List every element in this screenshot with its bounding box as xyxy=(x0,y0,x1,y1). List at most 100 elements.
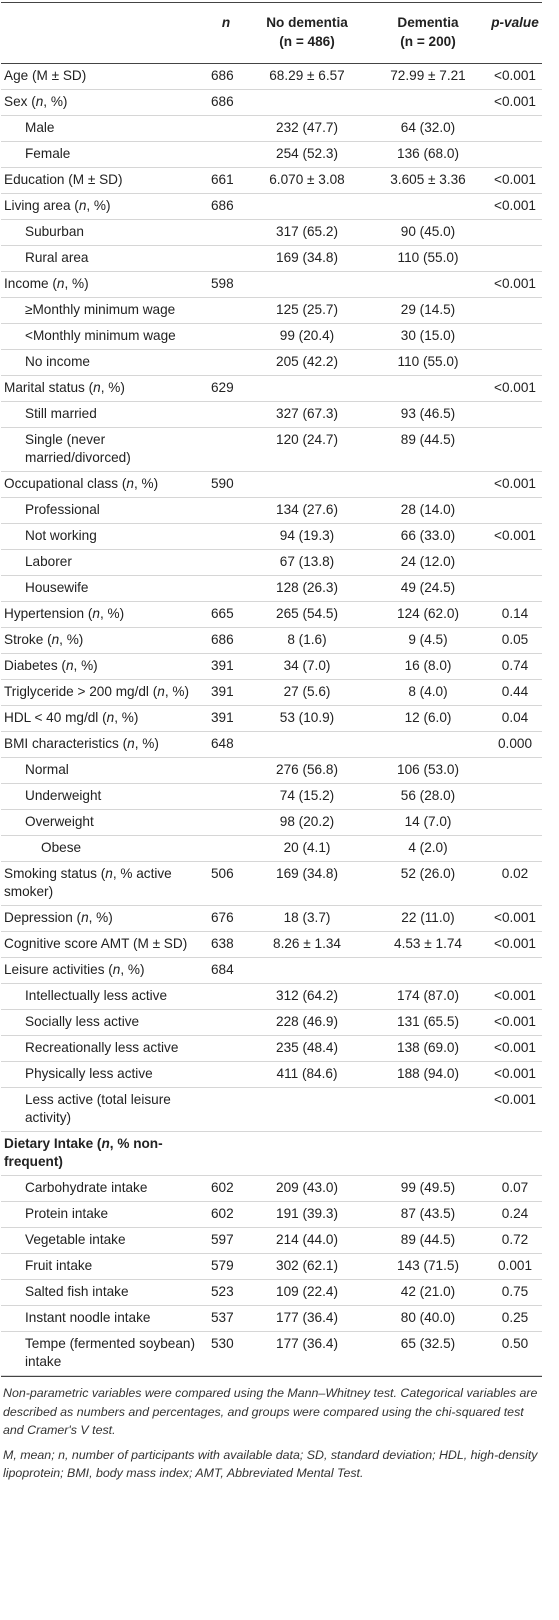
row-n: 686 xyxy=(211,94,234,109)
row-dementia xyxy=(368,1132,488,1176)
row-dementia xyxy=(368,272,488,298)
row-dementia: 65 (32.5) xyxy=(400,1336,456,1351)
row-dementia: 30 (15.0) xyxy=(400,328,456,343)
table-row: Stroke (n, %) 686 8 (1.6) 9 (4.5) 0.05 xyxy=(1,628,542,654)
row-p-value: 0.000 xyxy=(497,736,533,751)
row-label: Smoking status (n, % active smoker) xyxy=(4,866,172,899)
row-no-dementia xyxy=(246,194,368,220)
table-row: Carbohydrate intake 602 209 (43.0) 99 (49.5… xyxy=(1,1176,542,1202)
row-label: Suburban xyxy=(25,224,84,239)
row-n xyxy=(206,1132,246,1176)
row-no-dementia: 99 (20.4) xyxy=(279,328,335,343)
table-row: Diabetes (n, %) 391 34 (7.0) 16 (8.0) 0.74 xyxy=(1,654,542,680)
row-no-dementia: 94 (19.3) xyxy=(279,528,335,543)
row-p-value xyxy=(488,576,542,602)
row-dementia: 72.99 ± 7.21 xyxy=(390,68,466,83)
row-dementia: 42 (21.0) xyxy=(400,1284,456,1299)
row-p-value xyxy=(488,1132,542,1176)
row-p-value: <0.001 xyxy=(494,198,536,213)
table-row: Leisure activities (n, %) 684 xyxy=(1,958,542,984)
row-p-value: <0.001 xyxy=(494,988,536,1003)
row-n: 648 xyxy=(211,736,234,751)
row-no-dementia: 67 (13.8) xyxy=(279,554,335,569)
row-label: Tempe (fermented soybean) intake xyxy=(25,1336,196,1369)
row-dementia xyxy=(368,376,488,402)
row-label: Professional xyxy=(25,502,100,517)
row-n xyxy=(206,984,246,1010)
row-label: Sex (n, %) xyxy=(4,94,68,109)
row-label: No income xyxy=(25,354,90,369)
row-label: Living area (n, %) xyxy=(4,198,111,213)
row-n xyxy=(206,324,246,350)
row-n xyxy=(206,116,246,142)
table-row: Living area (n, %) 686 <0.001 xyxy=(1,194,542,220)
row-p-value: 0.50 xyxy=(501,1336,529,1351)
row-p-value xyxy=(488,142,542,168)
header-p-value: p-value xyxy=(488,3,542,64)
row-dementia: 29 (14.5) xyxy=(400,302,456,317)
row-p-value xyxy=(488,350,542,376)
header-label xyxy=(1,3,206,64)
row-no-dementia xyxy=(246,958,368,984)
row-dementia: 56 (28.0) xyxy=(400,788,456,803)
row-p-value: 0.14 xyxy=(501,606,529,621)
row-label: Education (M ± SD) xyxy=(4,172,123,187)
row-label: BMI characteristics (n, %) xyxy=(4,736,159,751)
row-n: 523 xyxy=(211,1284,234,1299)
table-row: No income 205 (42.2) 110 (55.0) xyxy=(1,350,542,376)
row-n: 506 xyxy=(211,866,234,881)
table-row: Overweight 98 (20.2) 14 (7.0) xyxy=(1,810,542,836)
table-row: HDL < 40 mg/dl (n, %) 391 53 (10.9) 12 (6.0… xyxy=(1,706,542,732)
table-row: Hypertension (n, %) 665 265 (54.5) 124 (62.… xyxy=(1,602,542,628)
row-no-dementia: 109 (22.4) xyxy=(276,1284,338,1299)
row-dementia: 143 (71.5) xyxy=(397,1258,459,1273)
table-row: Still married 327 (67.3) 93 (46.5) xyxy=(1,402,542,428)
row-no-dementia: 8.26 ± 1.34 xyxy=(273,936,341,951)
row-p-value xyxy=(488,428,542,472)
row-n: 676 xyxy=(211,910,234,925)
row-n xyxy=(206,1062,246,1088)
row-label: Not working xyxy=(25,528,97,543)
row-dementia: 90 (45.0) xyxy=(400,224,456,239)
row-no-dementia: 128 (26.3) xyxy=(276,580,338,595)
row-dementia: 174 (87.0) xyxy=(397,988,459,1003)
row-label: Less active (total leisure activity) xyxy=(25,1092,171,1125)
table-row: Dietary Intake (n, % non-frequent) xyxy=(1,1132,542,1176)
bottom-rule xyxy=(1,1376,542,1377)
table-row: Underweight 74 (15.2) 56 (28.0) xyxy=(1,784,542,810)
row-n xyxy=(206,428,246,472)
row-label: Triglyceride > 200 mg/dl (n, %) xyxy=(4,684,189,699)
row-label: Diabetes (n, %) xyxy=(4,658,98,673)
row-dementia: 106 (53.0) xyxy=(397,762,459,777)
row-no-dementia: 68.29 ± 6.57 xyxy=(269,68,345,83)
row-n: 602 xyxy=(211,1206,234,1221)
row-p-value: 0.02 xyxy=(501,866,529,881)
row-no-dementia: 6.070 ± 3.08 xyxy=(269,172,345,187)
row-label: Marital status (n, %) xyxy=(4,380,125,395)
row-n: 391 xyxy=(211,684,234,699)
row-n: 391 xyxy=(211,658,234,673)
row-dementia: 3.605 ± 3.36 xyxy=(390,172,466,187)
row-n: 629 xyxy=(211,380,234,395)
row-n: 686 xyxy=(211,68,234,83)
table-row: Cognitive score AMT (M ± SD) 638 8.26 ± 1.… xyxy=(1,932,542,958)
row-p-value xyxy=(488,784,542,810)
row-p-value: <0.001 xyxy=(494,476,536,491)
row-n: 597 xyxy=(211,1232,234,1247)
row-label: ≥Monthly minimum wage xyxy=(25,302,176,317)
table-row: Physically less active 411 (84.6) 188 (94.… xyxy=(1,1062,542,1088)
row-dementia: 9 (4.5) xyxy=(408,632,448,647)
row-dementia: 99 (49.5) xyxy=(400,1180,456,1195)
row-n xyxy=(206,576,246,602)
table-notes: Non-parametric variables were compared u… xyxy=(1,1377,542,1483)
row-no-dementia xyxy=(246,272,368,298)
table-row: Suburban 317 (65.2) 90 (45.0) xyxy=(1,220,542,246)
row-no-dementia xyxy=(246,1088,368,1132)
row-label: Still married xyxy=(25,406,97,421)
table-row: <Monthly minimum wage 99 (20.4) 30 (15.0) xyxy=(1,324,542,350)
row-label: HDL < 40 mg/dl (n, %) xyxy=(4,710,139,725)
row-label: Physically less active xyxy=(25,1066,153,1081)
row-no-dementia: 177 (36.4) xyxy=(276,1336,338,1351)
row-dementia xyxy=(368,958,488,984)
row-n xyxy=(206,784,246,810)
